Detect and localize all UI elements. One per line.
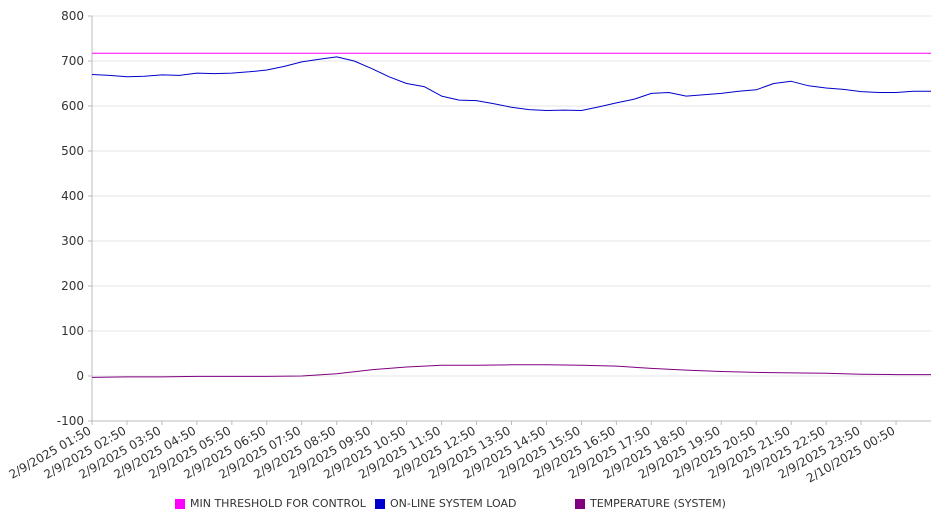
chart-legend: MIN THRESHOLD FOR CONTROL ON-LINE SYSTEM… xyxy=(0,497,946,515)
y-tick-label: 600 xyxy=(61,99,84,113)
y-tick-label: 800 xyxy=(61,9,84,23)
y-tick-label: 0 xyxy=(76,369,84,383)
legend-item-system-load: ON-LINE SYSTEM LOAD xyxy=(375,497,516,510)
legend-swatch-temperature xyxy=(575,498,585,509)
legend-label-temperature: TEMPERATURE (SYSTEM) xyxy=(590,497,726,510)
y-tick-label: 700 xyxy=(61,54,84,68)
legend-label-system-load: ON-LINE SYSTEM LOAD xyxy=(390,497,517,510)
y-tick-label: 100 xyxy=(61,324,84,338)
y-tick-label: 500 xyxy=(61,144,84,158)
y-tick-label: 200 xyxy=(61,279,84,293)
series-layer xyxy=(91,52,931,378)
temperature-line xyxy=(91,364,931,378)
legend-item-min-threshold: MIN THRESHOLD FOR CONTROL xyxy=(175,497,366,510)
grid-lines xyxy=(92,15,931,422)
system-load-line xyxy=(91,56,931,111)
legend-item-temperature: TEMPERATURE (SYSTEM) xyxy=(575,497,726,510)
x-axis: 2/9/2025 01:502/9/2025 02:502/9/2025 03:… xyxy=(7,420,931,486)
legend-swatch-system-load xyxy=(375,498,385,509)
legend-swatch-min-threshold xyxy=(175,498,185,509)
y-tick-label: 300 xyxy=(61,234,84,248)
y-tick-label: -100 xyxy=(57,414,84,428)
y-tick-label: 400 xyxy=(61,189,84,203)
legend-label-min-threshold: MIN THRESHOLD FOR CONTROL xyxy=(190,497,366,510)
y-axis: -100 0 100 200 300 400 500 600 700 800 xyxy=(57,9,93,428)
